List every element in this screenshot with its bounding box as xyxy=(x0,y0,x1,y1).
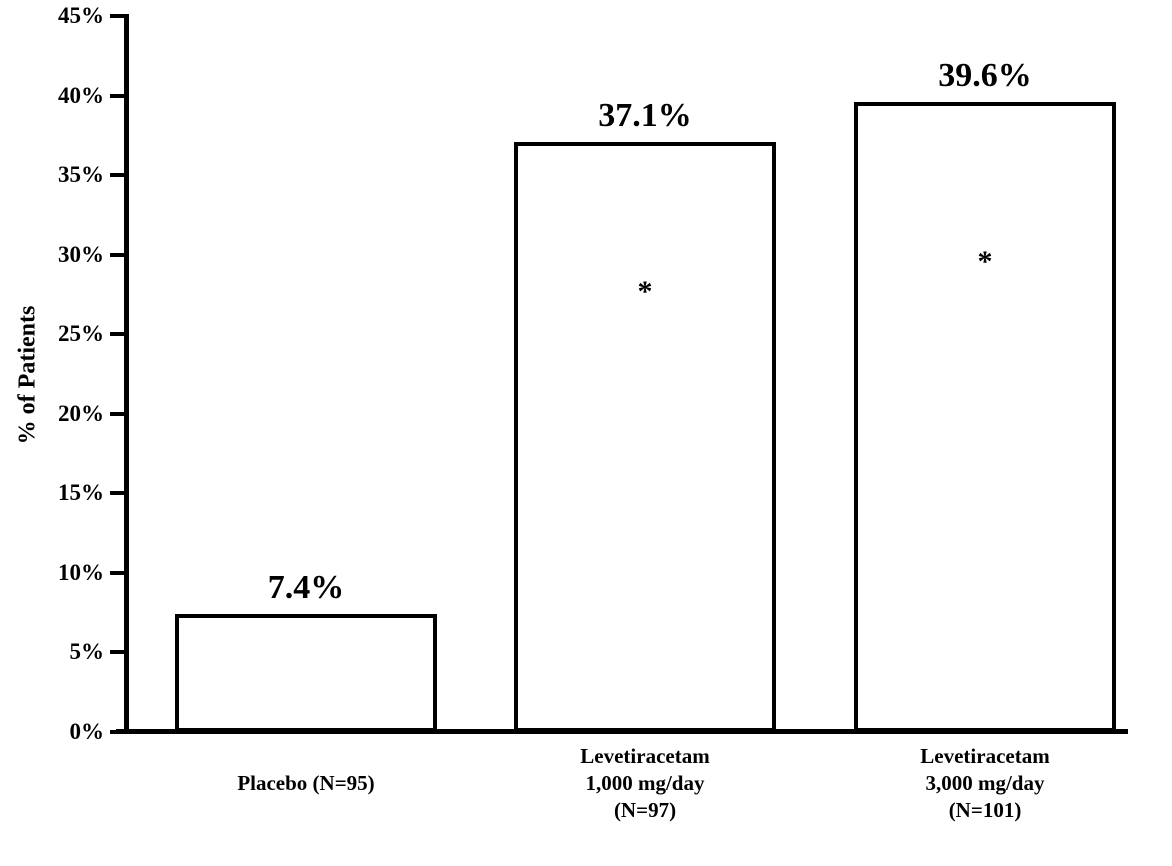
x-axis-category-label-line: Levetiracetam xyxy=(580,744,710,768)
x-axis-category-label-line: Placebo (N=95) xyxy=(237,771,375,795)
y-tick-label: 20% xyxy=(58,400,104,426)
y-tick-label: 5% xyxy=(69,639,105,665)
x-axis-category-label-line: (N=97) xyxy=(613,798,677,822)
y-tick-label: 15% xyxy=(58,480,104,506)
x-axis-category-label: Placebo (N=95) xyxy=(136,743,476,797)
y-tick-label: 30% xyxy=(58,241,104,267)
bar xyxy=(854,101,1116,732)
y-tick-mark xyxy=(110,491,125,496)
x-axis-category-label-line: 1,000 mg/day xyxy=(585,771,705,795)
bar-value-label: 7.4% xyxy=(267,569,345,607)
bar xyxy=(175,614,437,732)
bar-value-label: 39.6% xyxy=(938,56,1032,94)
y-tick-mark xyxy=(110,650,125,655)
y-tick-label: 0% xyxy=(69,719,105,744)
y-tick-mark xyxy=(110,411,125,416)
y-tick-label: 10% xyxy=(58,559,104,585)
x-axis-category-label-line: (N=101) xyxy=(948,798,1022,822)
y-tick-label: 35% xyxy=(58,162,104,188)
y-tick-mark xyxy=(110,252,125,257)
y-tick-mark xyxy=(110,173,125,178)
y-tick-label: 45% xyxy=(58,3,104,28)
y-tick-label: 40% xyxy=(58,82,104,108)
y-tick-mark xyxy=(110,570,125,575)
bar xyxy=(514,141,776,732)
x-axis-category-label-line: Levetiracetam xyxy=(920,744,1050,768)
y-tick-label: 25% xyxy=(58,321,104,347)
significance-asterisk: * xyxy=(637,275,653,309)
bar-value-label: 37.1% xyxy=(598,96,692,134)
y-tick-mark xyxy=(110,93,125,98)
y-tick-mark xyxy=(110,14,125,18)
y-tick-mark xyxy=(110,730,125,734)
x-axis-category-label: Levetiracetam 1,000 mg/day (N=97) xyxy=(475,743,815,824)
significance-asterisk: * xyxy=(977,244,993,278)
plot-area: 7.4% 37.1% * 39.6% * xyxy=(129,16,1129,732)
x-axis-category-label: Levetiracetam 3,000 mg/day (N=101) xyxy=(815,743,1155,824)
x-axis-category-label-line: 3,000 mg/day xyxy=(925,771,1045,795)
y-axis-line xyxy=(124,14,129,734)
y-tick-mark xyxy=(110,332,125,337)
